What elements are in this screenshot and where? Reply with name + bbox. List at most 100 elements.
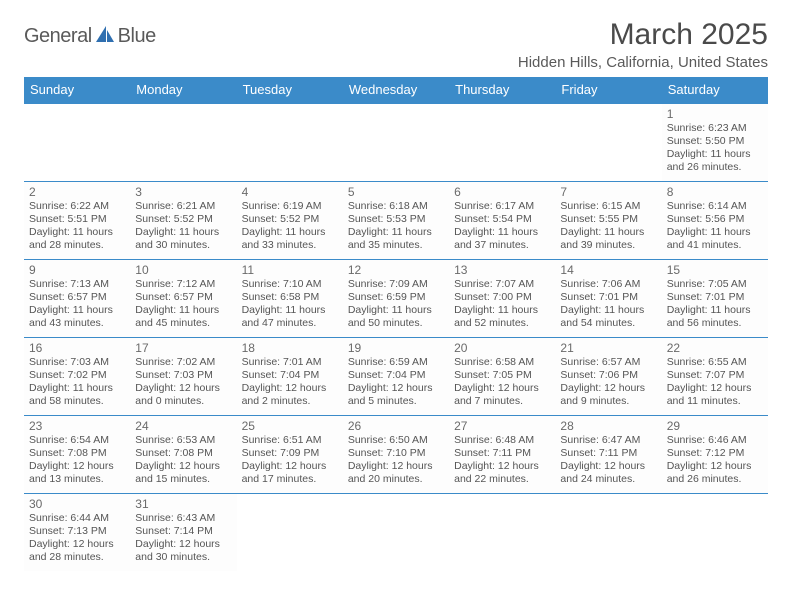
day-number: 31 — [135, 497, 231, 511]
day-info: Sunrise: 6:59 AMSunset: 7:04 PMDaylight:… — [348, 356, 444, 409]
calendar-cell: 17Sunrise: 7:02 AMSunset: 7:03 PMDayligh… — [130, 337, 236, 415]
calendar-cell: 18Sunrise: 7:01 AMSunset: 7:04 PMDayligh… — [237, 337, 343, 415]
calendar-cell: 4Sunrise: 6:19 AMSunset: 5:52 PMDaylight… — [237, 181, 343, 259]
col-header: Saturday — [662, 77, 768, 103]
day-info: Sunrise: 6:23 AMSunset: 5:50 PMDaylight:… — [667, 122, 763, 175]
page-title: March 2025 — [518, 18, 768, 52]
day-info: Sunrise: 6:19 AMSunset: 5:52 PMDaylight:… — [242, 200, 338, 253]
day-info: Sunrise: 7:12 AMSunset: 6:57 PMDaylight:… — [135, 278, 231, 331]
title-block: March 2025 Hidden Hills, California, Uni… — [518, 18, 768, 71]
calendar-cell: 5Sunrise: 6:18 AMSunset: 5:53 PMDaylight… — [343, 181, 449, 259]
col-header: Sunday — [24, 77, 130, 103]
day-info: Sunrise: 7:07 AMSunset: 7:00 PMDaylight:… — [454, 278, 550, 331]
sail-icon — [94, 24, 116, 49]
calendar-cell: 16Sunrise: 7:03 AMSunset: 7:02 PMDayligh… — [24, 337, 130, 415]
day-number: 12 — [348, 263, 444, 277]
col-header: Tuesday — [237, 77, 343, 103]
day-number: 16 — [29, 341, 125, 355]
calendar-body: 1Sunrise: 6:23 AMSunset: 5:50 PMDaylight… — [24, 103, 768, 571]
day-number: 4 — [242, 185, 338, 199]
logo-text-b: Blue — [118, 25, 156, 48]
day-number: 30 — [29, 497, 125, 511]
day-info: Sunrise: 6:46 AMSunset: 7:12 PMDaylight:… — [667, 434, 763, 487]
day-info: Sunrise: 6:55 AMSunset: 7:07 PMDaylight:… — [667, 356, 763, 409]
calendar-cell: 14Sunrise: 7:06 AMSunset: 7:01 PMDayligh… — [555, 259, 661, 337]
day-info: Sunrise: 7:02 AMSunset: 7:03 PMDaylight:… — [135, 356, 231, 409]
page-subtitle: Hidden Hills, California, United States — [518, 54, 768, 71]
day-info: Sunrise: 6:53 AMSunset: 7:08 PMDaylight:… — [135, 434, 231, 487]
day-info: Sunrise: 7:10 AMSunset: 6:58 PMDaylight:… — [242, 278, 338, 331]
col-header: Thursday — [449, 77, 555, 103]
calendar-cell: 20Sunrise: 6:58 AMSunset: 7:05 PMDayligh… — [449, 337, 555, 415]
calendar-cell — [343, 103, 449, 181]
day-info: Sunrise: 7:13 AMSunset: 6:57 PMDaylight:… — [29, 278, 125, 331]
day-info: Sunrise: 6:43 AMSunset: 7:14 PMDaylight:… — [135, 512, 231, 565]
day-number: 5 — [348, 185, 444, 199]
day-number: 28 — [560, 419, 656, 433]
calendar-cell: 13Sunrise: 7:07 AMSunset: 7:00 PMDayligh… — [449, 259, 555, 337]
day-info: Sunrise: 6:57 AMSunset: 7:06 PMDaylight:… — [560, 356, 656, 409]
calendar-cell — [237, 493, 343, 571]
calendar-cell: 15Sunrise: 7:05 AMSunset: 7:01 PMDayligh… — [662, 259, 768, 337]
calendar-table: SundayMondayTuesdayWednesdayThursdayFrid… — [24, 77, 768, 571]
calendar-cell: 9Sunrise: 7:13 AMSunset: 6:57 PMDaylight… — [24, 259, 130, 337]
day-info: Sunrise: 7:05 AMSunset: 7:01 PMDaylight:… — [667, 278, 763, 331]
day-info: Sunrise: 6:21 AMSunset: 5:52 PMDaylight:… — [135, 200, 231, 253]
calendar-row: 16Sunrise: 7:03 AMSunset: 7:02 PMDayligh… — [24, 337, 768, 415]
day-number: 20 — [454, 341, 550, 355]
day-info: Sunrise: 6:44 AMSunset: 7:13 PMDaylight:… — [29, 512, 125, 565]
day-number: 11 — [242, 263, 338, 277]
day-number: 13 — [454, 263, 550, 277]
col-header: Friday — [555, 77, 661, 103]
day-number: 9 — [29, 263, 125, 277]
day-number: 7 — [560, 185, 656, 199]
calendar-cell — [24, 103, 130, 181]
calendar-head: SundayMondayTuesdayWednesdayThursdayFrid… — [24, 77, 768, 103]
day-info: Sunrise: 6:58 AMSunset: 7:05 PMDaylight:… — [454, 356, 550, 409]
day-info: Sunrise: 6:48 AMSunset: 7:11 PMDaylight:… — [454, 434, 550, 487]
day-info: Sunrise: 6:22 AMSunset: 5:51 PMDaylight:… — [29, 200, 125, 253]
day-number: 17 — [135, 341, 231, 355]
calendar-cell: 19Sunrise: 6:59 AMSunset: 7:04 PMDayligh… — [343, 337, 449, 415]
calendar-cell: 24Sunrise: 6:53 AMSunset: 7:08 PMDayligh… — [130, 415, 236, 493]
header: General Blue March 2025 Hidden Hills, Ca… — [24, 18, 768, 71]
calendar-cell: 21Sunrise: 6:57 AMSunset: 7:06 PMDayligh… — [555, 337, 661, 415]
day-info: Sunrise: 7:06 AMSunset: 7:01 PMDaylight:… — [560, 278, 656, 331]
calendar-cell — [343, 493, 449, 571]
day-number: 24 — [135, 419, 231, 433]
day-number: 25 — [242, 419, 338, 433]
calendar-cell — [555, 493, 661, 571]
day-number: 15 — [667, 263, 763, 277]
day-info: Sunrise: 6:14 AMSunset: 5:56 PMDaylight:… — [667, 200, 763, 253]
day-number: 14 — [560, 263, 656, 277]
col-header: Monday — [130, 77, 236, 103]
calendar-cell: 30Sunrise: 6:44 AMSunset: 7:13 PMDayligh… — [24, 493, 130, 571]
day-info: Sunrise: 7:09 AMSunset: 6:59 PMDaylight:… — [348, 278, 444, 331]
calendar-cell: 25Sunrise: 6:51 AMSunset: 7:09 PMDayligh… — [237, 415, 343, 493]
day-info: Sunrise: 6:15 AMSunset: 5:55 PMDaylight:… — [560, 200, 656, 253]
day-info: Sunrise: 6:17 AMSunset: 5:54 PMDaylight:… — [454, 200, 550, 253]
day-number: 6 — [454, 185, 550, 199]
day-number: 29 — [667, 419, 763, 433]
calendar-cell: 6Sunrise: 6:17 AMSunset: 5:54 PMDaylight… — [449, 181, 555, 259]
day-info: Sunrise: 7:01 AMSunset: 7:04 PMDaylight:… — [242, 356, 338, 409]
calendar-cell: 1Sunrise: 6:23 AMSunset: 5:50 PMDaylight… — [662, 103, 768, 181]
day-info: Sunrise: 6:47 AMSunset: 7:11 PMDaylight:… — [560, 434, 656, 487]
calendar-cell — [662, 493, 768, 571]
calendar-cell: 10Sunrise: 7:12 AMSunset: 6:57 PMDayligh… — [130, 259, 236, 337]
logo-text-a: General — [24, 25, 92, 48]
calendar-cell: 22Sunrise: 6:55 AMSunset: 7:07 PMDayligh… — [662, 337, 768, 415]
calendar-cell: 12Sunrise: 7:09 AMSunset: 6:59 PMDayligh… — [343, 259, 449, 337]
day-number: 21 — [560, 341, 656, 355]
logo: General Blue — [24, 18, 156, 49]
calendar-cell: 3Sunrise: 6:21 AMSunset: 5:52 PMDaylight… — [130, 181, 236, 259]
calendar-row: 9Sunrise: 7:13 AMSunset: 6:57 PMDaylight… — [24, 259, 768, 337]
day-info: Sunrise: 6:54 AMSunset: 7:08 PMDaylight:… — [29, 434, 125, 487]
day-info: Sunrise: 6:50 AMSunset: 7:10 PMDaylight:… — [348, 434, 444, 487]
day-number: 27 — [454, 419, 550, 433]
calendar-row: 2Sunrise: 6:22 AMSunset: 5:51 PMDaylight… — [24, 181, 768, 259]
calendar-cell: 23Sunrise: 6:54 AMSunset: 7:08 PMDayligh… — [24, 415, 130, 493]
col-header: Wednesday — [343, 77, 449, 103]
calendar-cell: 11Sunrise: 7:10 AMSunset: 6:58 PMDayligh… — [237, 259, 343, 337]
calendar-cell: 28Sunrise: 6:47 AMSunset: 7:11 PMDayligh… — [555, 415, 661, 493]
